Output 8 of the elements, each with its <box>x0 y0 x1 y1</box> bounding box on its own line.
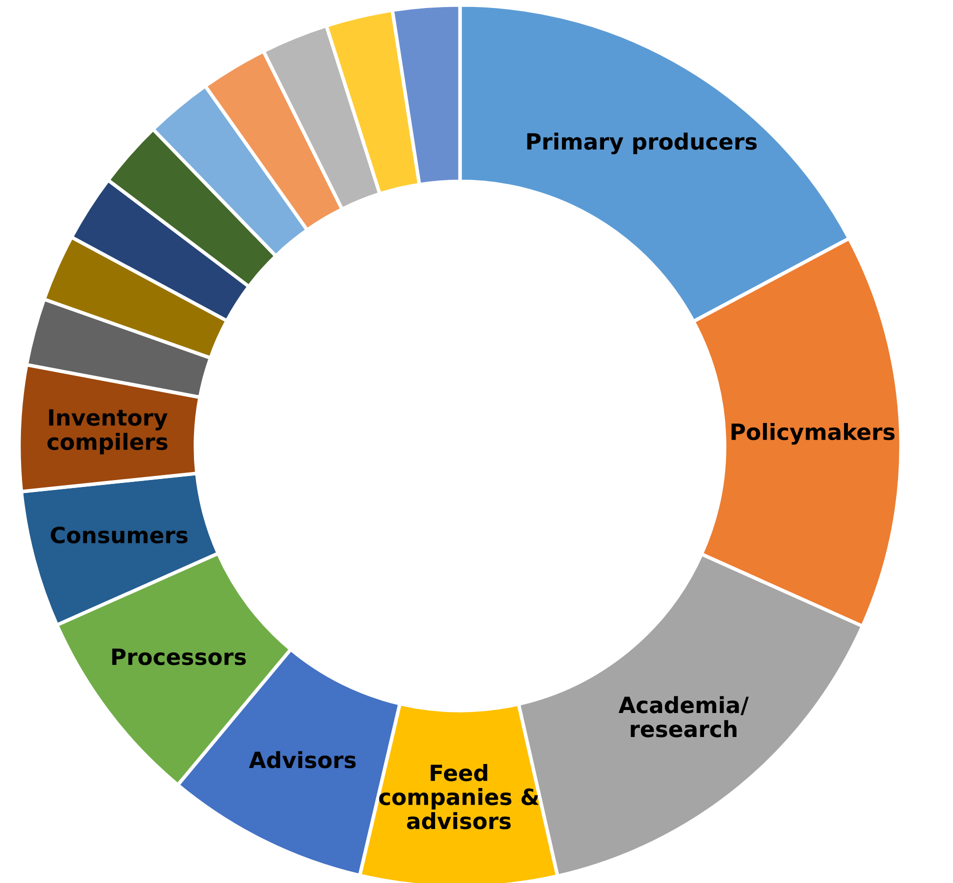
slice-label: Advisors <box>248 751 356 768</box>
slice-label: Consumers <box>50 526 188 544</box>
slice-label: Primary producers <box>527 132 757 154</box>
slice-label: Processors <box>112 648 246 666</box>
slice-label: Inventory compilers <box>47 409 168 454</box>
slice-label: Feed companies & advisors <box>379 764 539 830</box>
slice-label: Policymakers <box>732 422 895 445</box>
slice-label: Academia/ research <box>618 696 749 738</box>
